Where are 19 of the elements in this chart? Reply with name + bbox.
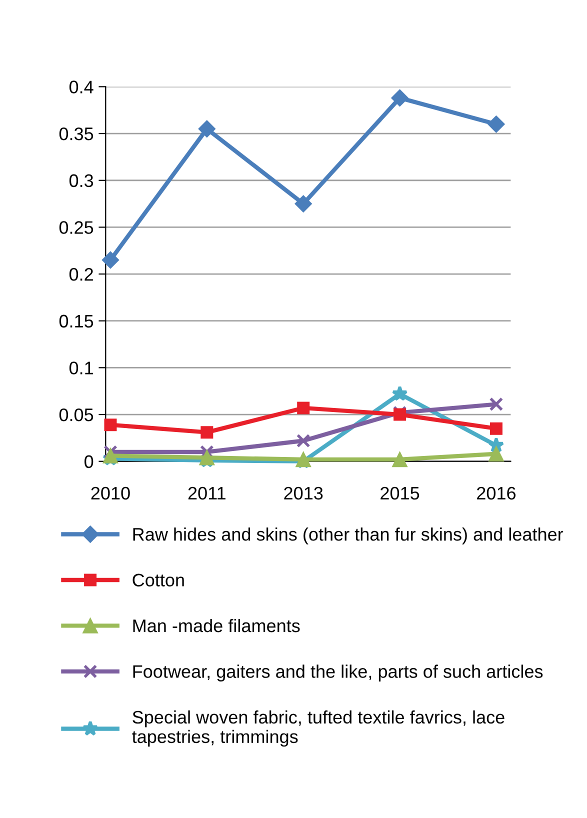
legend-label: Man -made filaments — [133, 618, 300, 632]
y-tick-label: 0.4 — [69, 80, 94, 94]
y-tick-label: 0.3 — [69, 174, 94, 188]
x-tick-label: 2015 — [380, 486, 420, 500]
y-tick-label: 0.25 — [59, 221, 94, 234]
legend-label: Raw hides and skins (other than fur skins) and leather — [133, 528, 564, 544]
x-tick-label: 2010 — [91, 486, 130, 500]
y-tick-label: 0.1 — [69, 362, 93, 374]
legend-label: Special woven fabric, tufted textile favrics, lace tapestries, trimmings — [132, 710, 504, 747]
y-tick-label: 0 — [84, 455, 94, 468]
x-tick-label: 2016 — [477, 486, 516, 500]
legend-label: Footwear, gaiters and the like, parts of such articles — [133, 664, 543, 682]
y-tick-label: 0.2 — [69, 268, 93, 281]
y-tick-label: 0.05 — [59, 408, 94, 422]
y-tick-label: 0.15 — [59, 314, 94, 328]
legend-label: Cotton — [132, 574, 184, 586]
x-tick-label: 2011 — [188, 486, 226, 500]
x-tick-label: 2013 — [284, 486, 323, 500]
y-tick-label: 0.35 — [59, 127, 94, 140]
